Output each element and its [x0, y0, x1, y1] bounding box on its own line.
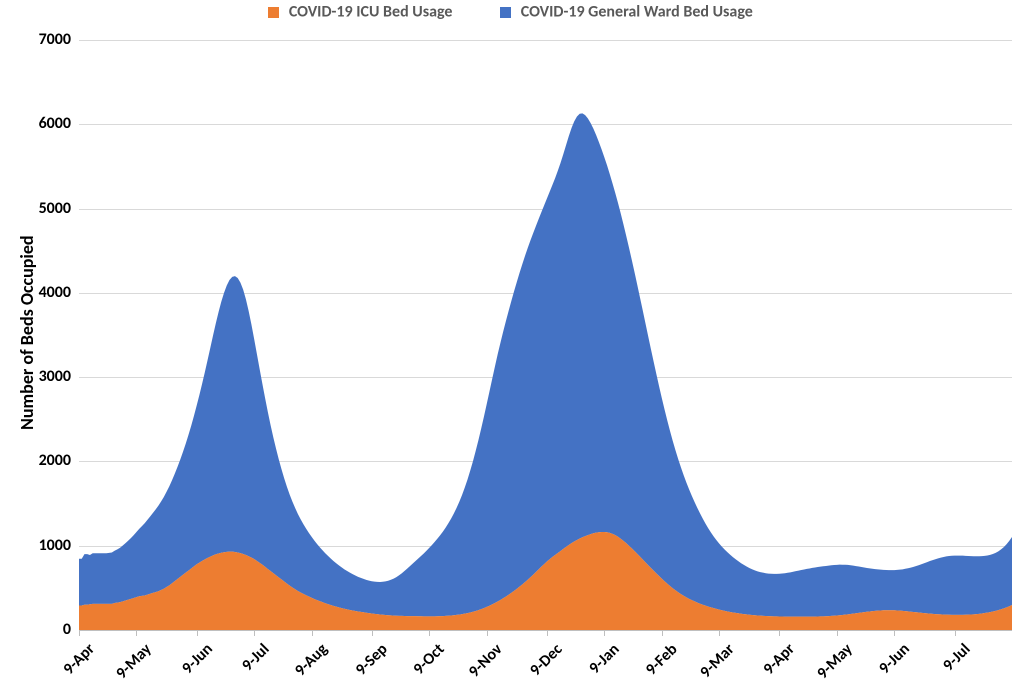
x-tick-mark	[719, 630, 720, 636]
x-tick-label: 9-Nov	[464, 640, 506, 682]
x-tick-label: 9-Mar	[696, 640, 738, 682]
x-tick-mark	[547, 630, 548, 636]
x-tick-mark	[79, 630, 80, 636]
x-tick-label: 9-Dec	[526, 640, 566, 680]
x-tick-mark	[312, 630, 313, 636]
x-tick-label: 9-Jun	[876, 640, 914, 678]
covid-bed-usage-chart: COVID-19 ICU Bed Usage COVID-19 General …	[0, 0, 1021, 685]
legend-swatch-general	[500, 7, 511, 18]
y-axis-label: Number of Beds Occupied	[16, 235, 38, 430]
legend-item-general: COVID-19 General Ward Bed Usage	[500, 2, 753, 22]
x-tick-mark	[372, 630, 373, 636]
x-tick-mark	[487, 630, 488, 636]
y-tick-label: 6000	[21, 114, 71, 133]
x-tick-mark	[254, 630, 255, 636]
y-tick-label: 1000	[21, 536, 71, 555]
legend-label-general: COVID-19 General Ward Bed Usage	[521, 3, 753, 22]
x-tick-label: 9-Jan	[586, 640, 624, 678]
x-tick-mark	[662, 630, 663, 636]
x-tick-label: 9-Jul	[238, 640, 273, 675]
legend-swatch-icu	[268, 7, 279, 18]
x-tick-mark	[894, 630, 895, 636]
x-tick-mark	[429, 630, 430, 636]
y-tick-label: 2000	[21, 451, 71, 470]
y-tick-label: 7000	[21, 30, 71, 49]
x-axis-line	[79, 630, 1012, 631]
x-tick-label: 9-Jun	[178, 640, 216, 678]
x-tick-label: 9-Feb	[642, 640, 682, 680]
x-tick-mark	[955, 630, 956, 636]
x-tick-label: 9-Aug	[291, 640, 331, 680]
x-tick-mark	[779, 630, 780, 636]
chart-legend: COVID-19 ICU Bed Usage COVID-19 General …	[0, 2, 1021, 22]
x-tick-label: 9-May	[113, 640, 156, 683]
legend-item-icu: COVID-19 ICU Bed Usage	[268, 2, 452, 22]
x-tick-mark	[837, 630, 838, 636]
legend-label-icu: COVID-19 ICU Bed Usage	[289, 3, 453, 22]
x-tick-label: 9-May	[813, 640, 856, 683]
series-general-ward	[79, 113, 1012, 616]
x-tick-label: 9-Oct	[410, 640, 449, 679]
x-tick-label: 9-Apr	[60, 640, 99, 679]
y-tick-label: 4000	[21, 283, 71, 302]
y-tick-label: 0	[21, 620, 71, 639]
y-tick-label: 3000	[21, 367, 71, 386]
x-tick-label: 9-Jul	[939, 640, 974, 675]
x-tick-label: 9-Sep	[352, 640, 392, 680]
x-tick-mark	[197, 630, 198, 636]
x-tick-mark	[136, 630, 137, 636]
x-tick-label: 9-Apr	[760, 640, 799, 679]
y-tick-label: 5000	[21, 199, 71, 218]
x-tick-mark	[604, 630, 605, 636]
stacked-area-plot	[79, 40, 1012, 630]
